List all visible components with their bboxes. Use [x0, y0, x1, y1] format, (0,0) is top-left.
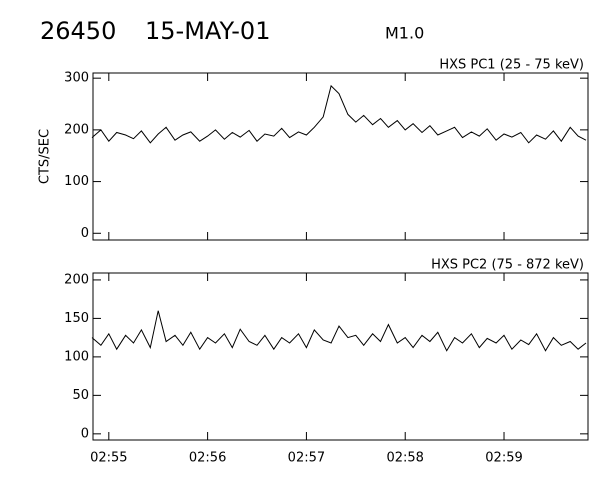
- series-label: HXS PC2 (75 - 872 keV): [431, 258, 584, 273]
- event-id: 26450: [40, 17, 116, 45]
- plot-frame: [92, 72, 589, 241]
- data-line: [91, 84, 587, 144]
- y-tick-label: 200: [64, 272, 89, 287]
- y-axis-label: CTS/SEC: [38, 129, 53, 184]
- plot-frame: [92, 272, 589, 441]
- event-date: 15-MAY-01: [145, 17, 270, 45]
- y-tick-label: 100: [64, 174, 89, 189]
- x-tick-label: 02:56: [189, 451, 226, 466]
- y-tick-label: 300: [64, 71, 89, 86]
- y-tick-label: 0: [81, 426, 89, 441]
- data-line: [91, 310, 587, 352]
- x-tick-label: 02:55: [90, 451, 127, 466]
- flare-class: M1.0: [385, 24, 424, 43]
- y-tick-label: 100: [64, 349, 89, 364]
- y-tick-label: 150: [64, 311, 89, 326]
- x-tick-label: 02:57: [288, 451, 325, 466]
- y-tick-label: 50: [72, 388, 89, 403]
- y-tick-label: 200: [64, 122, 89, 137]
- series-label: HXS PC1 (25 - 75 keV): [439, 58, 584, 73]
- x-tick-label: 02:59: [485, 451, 522, 466]
- x-tick-label: 02:58: [386, 451, 423, 466]
- y-tick-label: 0: [81, 226, 89, 241]
